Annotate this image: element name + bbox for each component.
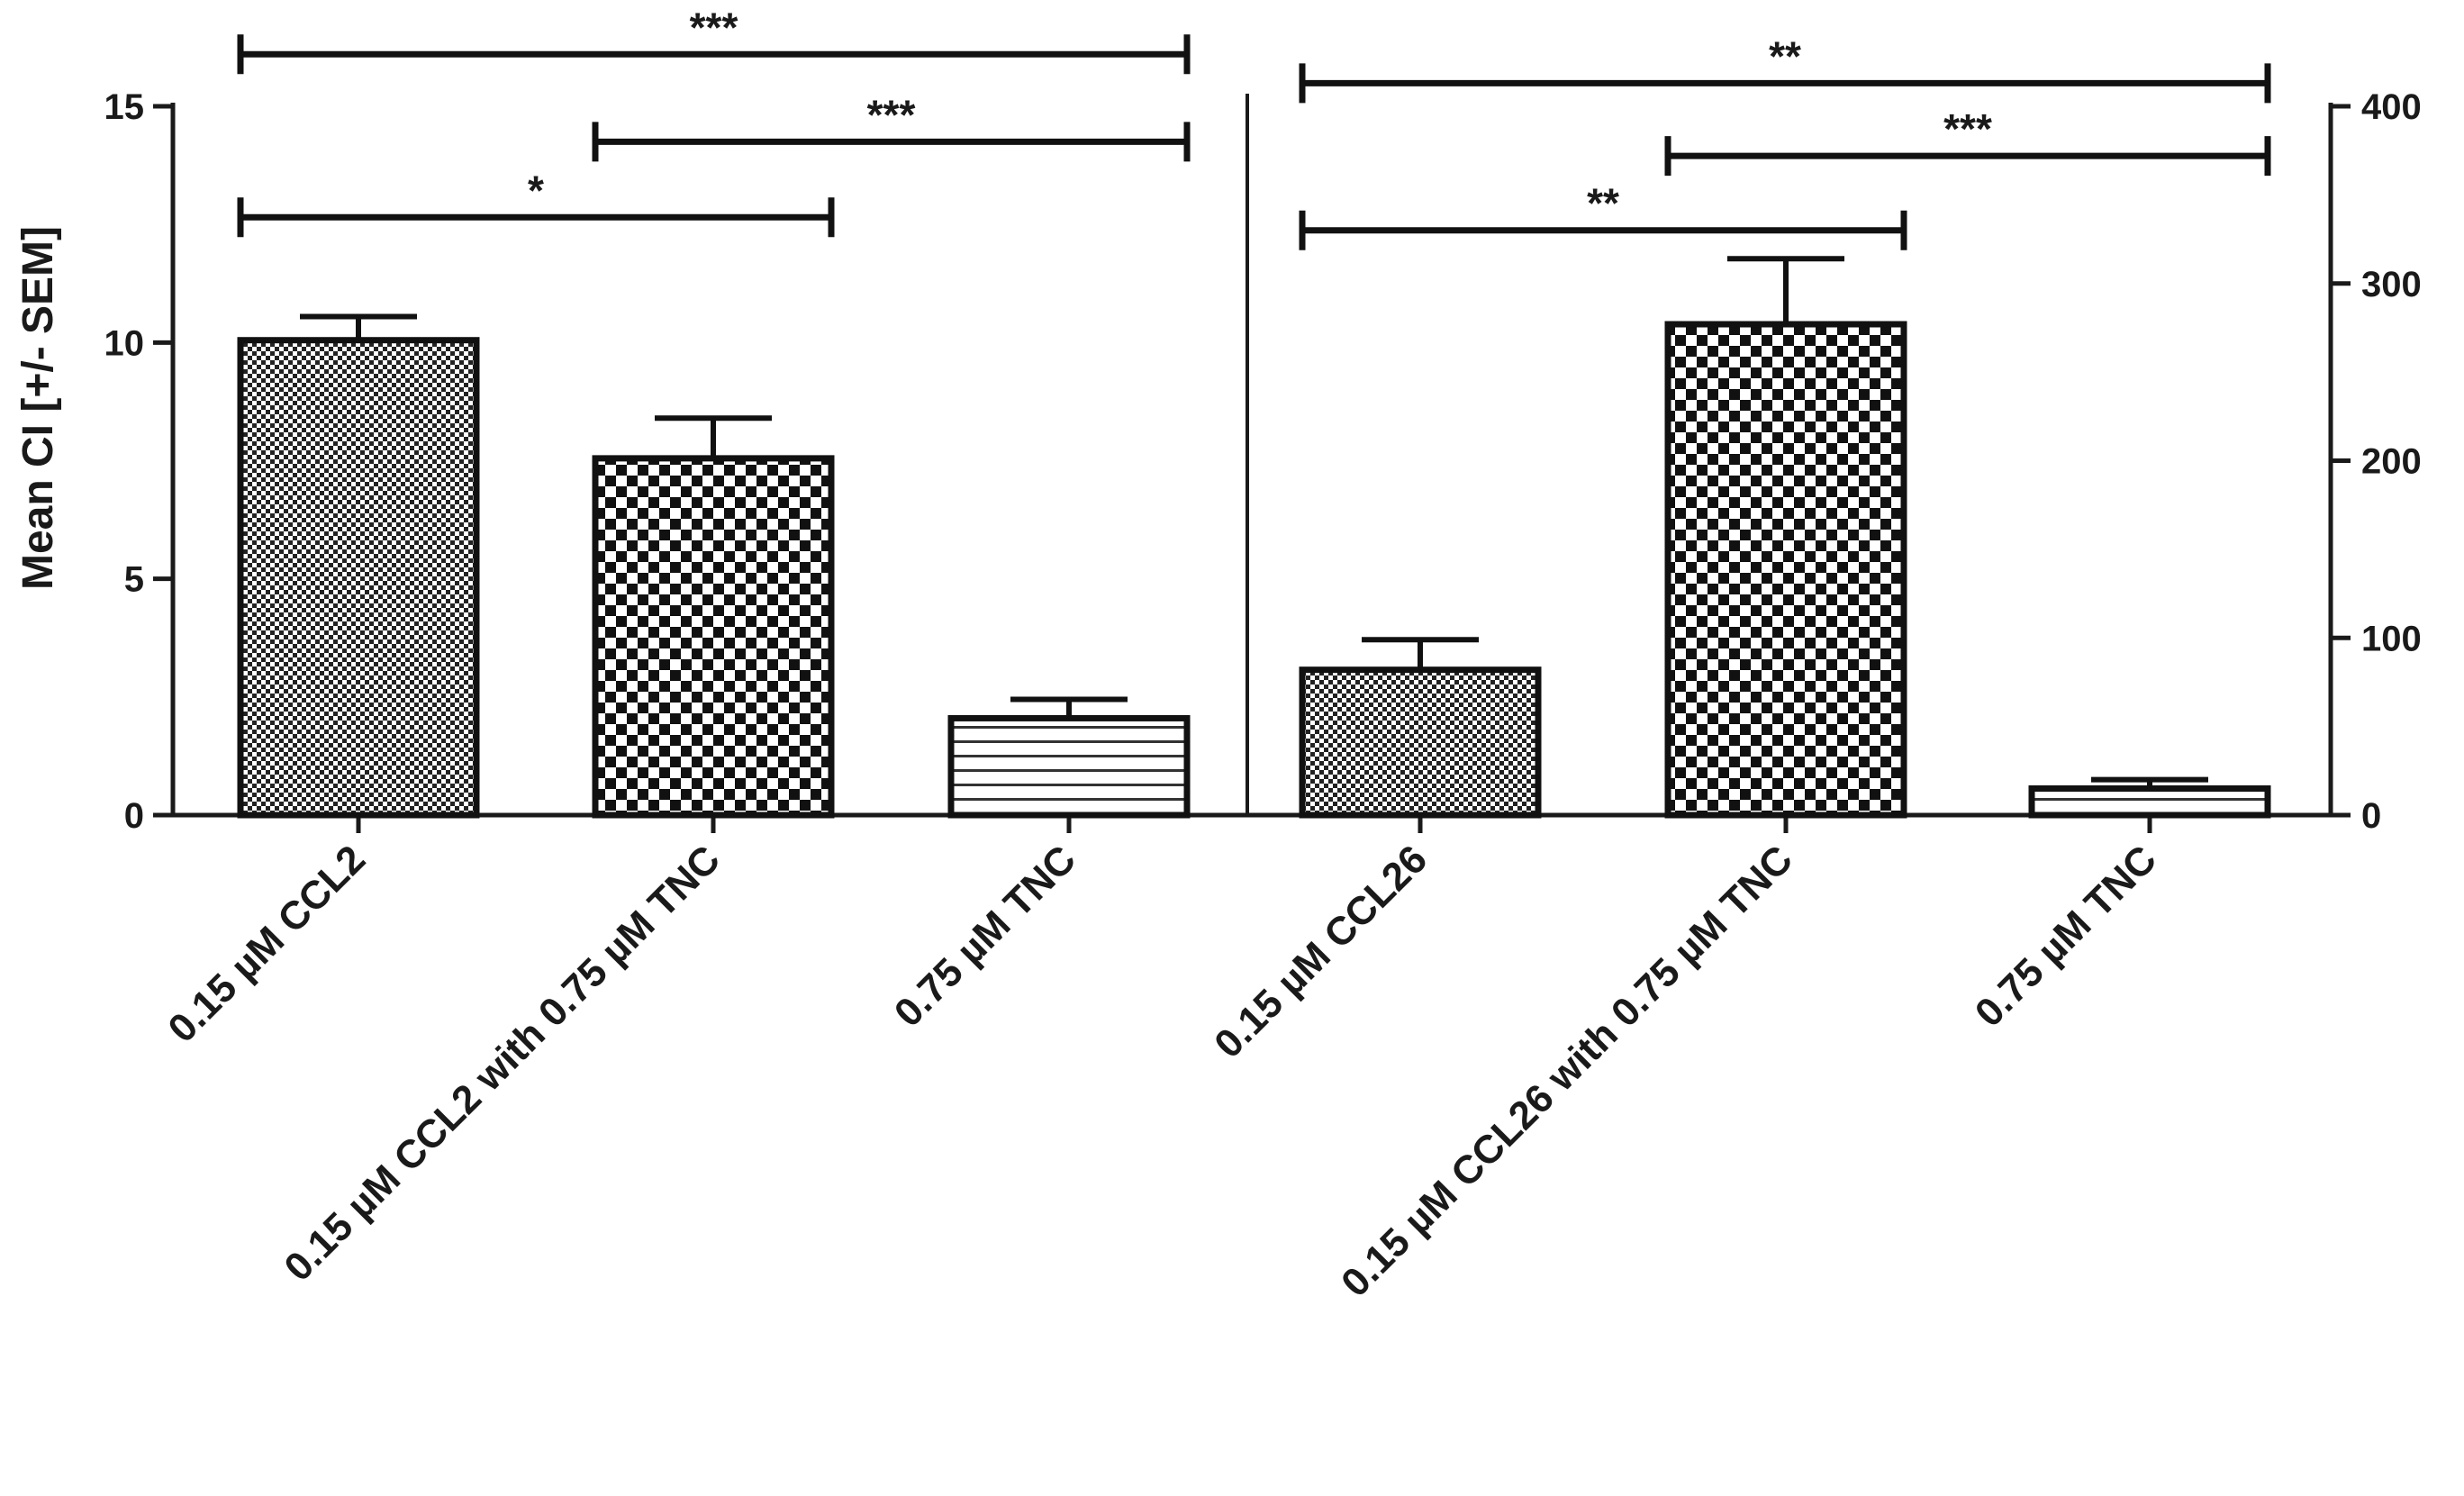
- bar: [1664, 321, 1907, 819]
- significance-label: ***: [1943, 105, 1992, 152]
- significance-label: *: [528, 167, 544, 213]
- category-label: 0.15 µM CCL26: [1206, 837, 1436, 1066]
- y-tick-label-right: 200: [2361, 442, 2422, 482]
- y-axis-label: Mean CI [+/- SEM]: [14, 226, 62, 590]
- category-label: 0.15 µM CCL2: [159, 837, 374, 1051]
- category-label: 0.75 µM TNC: [1967, 837, 2165, 1035]
- bar: [2028, 784, 2271, 819]
- bar: [592, 455, 835, 819]
- significance-label: **: [1769, 32, 1801, 79]
- bar: [947, 714, 1191, 819]
- y-tick-label-right: 0: [2361, 796, 2381, 836]
- y-tick-label-right: 100: [2361, 619, 2422, 658]
- y-tick-label-left: 5: [124, 560, 144, 600]
- bar: [237, 337, 480, 819]
- significance-label: **: [1587, 180, 1619, 227]
- y-tick-label-right: 400: [2361, 87, 2422, 127]
- y-tick-label-right: 300: [2361, 265, 2422, 304]
- axes: 0 5 10 15 0 100 200 300 400: [104, 87, 2422, 836]
- bar: [1299, 666, 1542, 819]
- category-label: 0.75 µM TNC: [886, 837, 1084, 1035]
- category-label: 0.15 µM CCL26 with 0.75 µM TNC: [1333, 837, 1801, 1305]
- significance-brackets: **************: [237, 4, 2271, 250]
- y-tick-label-left: 15: [104, 87, 145, 127]
- bars: [237, 256, 2271, 819]
- y-tick-label-left: 0: [124, 796, 144, 836]
- category-label: 0.15 µM CCL2 with 0.75 µM TNC: [276, 837, 729, 1290]
- significance-label: ***: [690, 4, 738, 50]
- significance-label: ***: [867, 91, 916, 138]
- y-tick-label-left: 10: [104, 323, 145, 363]
